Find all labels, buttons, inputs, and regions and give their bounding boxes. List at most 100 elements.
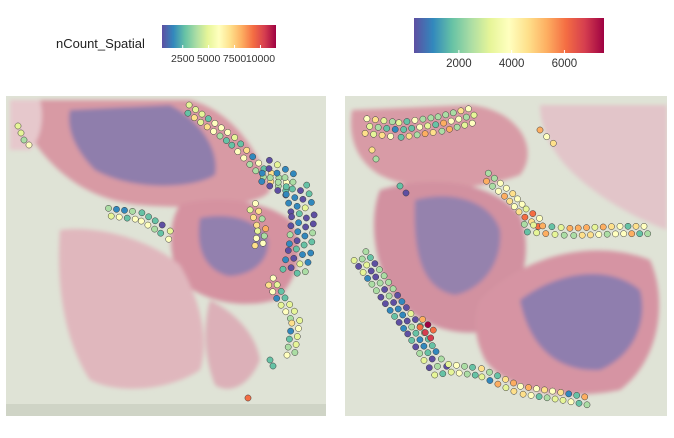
spot xyxy=(258,178,266,185)
spot xyxy=(399,311,407,319)
spot xyxy=(457,107,465,115)
spot xyxy=(293,202,301,210)
colorbar-tick-label: 2500 xyxy=(171,53,195,65)
spot xyxy=(17,129,25,137)
spot xyxy=(265,165,273,172)
colorbar-right xyxy=(414,18,604,53)
spot xyxy=(115,213,123,221)
spot xyxy=(310,211,318,219)
spot xyxy=(395,319,403,326)
spot xyxy=(455,115,463,123)
spot xyxy=(274,161,281,169)
spot xyxy=(243,146,251,154)
spot xyxy=(277,301,285,309)
spot xyxy=(203,123,211,131)
spot xyxy=(416,123,424,131)
spot xyxy=(521,213,529,221)
spot xyxy=(549,387,556,395)
spot xyxy=(254,227,262,235)
spot xyxy=(405,132,413,140)
colorbar-tick-label: 7500 xyxy=(223,53,247,65)
spot xyxy=(381,286,388,293)
spot xyxy=(285,199,292,207)
spot xyxy=(246,206,254,214)
spot xyxy=(461,362,468,370)
spot xyxy=(542,230,550,237)
spot xyxy=(595,231,603,238)
spot xyxy=(309,220,317,228)
spot xyxy=(428,355,436,363)
spot xyxy=(524,228,531,236)
spot xyxy=(287,327,294,335)
spot xyxy=(293,245,300,253)
spot xyxy=(591,223,599,231)
spot xyxy=(432,348,440,355)
spot xyxy=(419,115,427,123)
spot xyxy=(495,187,502,195)
spot xyxy=(274,187,282,194)
spot xyxy=(197,118,205,126)
spot xyxy=(527,392,535,399)
spot xyxy=(478,365,485,372)
spot xyxy=(502,384,510,392)
spot xyxy=(510,203,518,210)
spot xyxy=(372,155,380,163)
spot xyxy=(416,336,424,344)
spot xyxy=(301,232,309,240)
spot xyxy=(249,153,257,161)
spot xyxy=(446,125,453,133)
spot xyxy=(543,133,551,141)
spot xyxy=(506,197,514,205)
tissue-image-right xyxy=(345,96,667,416)
spot xyxy=(301,204,309,212)
spot xyxy=(442,111,450,119)
spot xyxy=(510,379,517,387)
spot xyxy=(284,343,292,351)
spot xyxy=(565,390,573,398)
spot xyxy=(383,125,391,132)
spot xyxy=(363,261,371,269)
spot xyxy=(395,119,403,127)
spot xyxy=(113,205,120,213)
spot xyxy=(518,200,526,208)
spot xyxy=(407,310,415,317)
spot xyxy=(269,362,277,370)
spot xyxy=(252,167,260,175)
spot xyxy=(277,288,285,295)
spot xyxy=(105,204,112,212)
spot xyxy=(198,110,206,118)
spot xyxy=(424,321,432,329)
spot xyxy=(282,165,289,173)
colorbar-ticks: 2500 5000 7500 10000 2000 4000 6000 xyxy=(171,45,577,70)
spot xyxy=(255,159,263,167)
spot xyxy=(491,174,498,182)
spot xyxy=(287,222,295,230)
spot xyxy=(427,334,435,342)
spot xyxy=(533,229,540,237)
spot xyxy=(431,371,439,379)
spot xyxy=(424,122,432,130)
spot xyxy=(289,185,296,193)
spot xyxy=(408,124,416,132)
spot xyxy=(449,109,457,117)
spot xyxy=(382,300,389,308)
spot xyxy=(471,371,479,379)
spot xyxy=(121,206,128,214)
spot xyxy=(394,305,402,313)
spot xyxy=(295,325,302,332)
spot xyxy=(304,259,312,266)
spot xyxy=(295,210,303,218)
spot xyxy=(364,275,371,282)
spot xyxy=(211,119,219,127)
colorbar-tick-label: 6000 xyxy=(552,58,578,70)
spot xyxy=(371,260,379,267)
spot xyxy=(434,362,441,370)
spot xyxy=(397,133,405,141)
spot xyxy=(389,285,397,293)
spot xyxy=(461,121,469,129)
spot xyxy=(380,117,388,125)
spot xyxy=(216,132,224,140)
spot xyxy=(137,217,145,225)
spot xyxy=(445,360,452,368)
spot xyxy=(557,224,565,231)
